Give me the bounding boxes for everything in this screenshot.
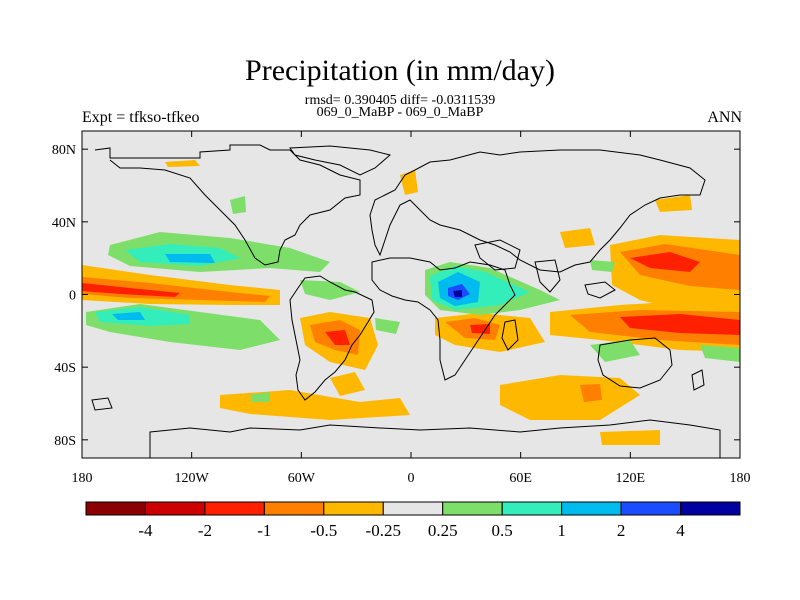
experiment-label: Expt = tfkso-tfkeo: [82, 109, 200, 126]
central-africa-peak: [453, 290, 462, 297]
negative-anomaly-fields: [82, 160, 740, 445]
season-label: ANN: [707, 109, 742, 126]
arabia-coast: [474, 239, 521, 271]
southern-indian-ocean-core: [580, 384, 602, 402]
y-tick-label: 0: [69, 289, 76, 304]
southern-africa-peak: [470, 324, 490, 334]
australia-coast: [597, 337, 673, 389]
x-tick-label: 120W: [175, 471, 210, 486]
south-pacific-east-increase: [700, 345, 740, 362]
maritime-continent-coast: [584, 281, 616, 299]
x-tick-label: 60W: [288, 471, 316, 486]
west-pacific-edge: [560, 228, 595, 248]
colorbar-swatch: [501, 501, 563, 516]
coastlines: [91, 144, 721, 458]
colorbar-label: -0.25: [366, 521, 401, 540]
colorbar-label: 4: [676, 521, 685, 540]
colorbar-label: -4: [138, 521, 153, 540]
colorbar-swatch: [442, 501, 503, 516]
south-america-east-increase: [375, 318, 400, 334]
y-tick-label: 40N: [52, 216, 76, 231]
spcz-peak: [620, 314, 740, 335]
pacific-island-coast: [91, 397, 113, 411]
south-atlantic-patch: [330, 372, 365, 396]
x-tick-label: 60E: [509, 471, 532, 486]
x-tick-label: 180: [72, 471, 93, 486]
indian-ocean-south-patch: [600, 430, 660, 445]
west-pacific-increase: [590, 260, 615, 272]
southern-ocean-increase: [250, 392, 270, 402]
colorbar-swatch: [263, 501, 325, 516]
y-tick-label: 40S: [54, 361, 76, 376]
y-tick-label: 80S: [54, 434, 76, 449]
north-pacific-patch: [165, 160, 200, 167]
y-axis: 80N 40N 0 40S 80S: [52, 143, 740, 449]
eurasia-coast: [369, 149, 706, 273]
positive-anomaly-fields: [86, 196, 740, 402]
x-tick-label: 120E: [616, 471, 646, 486]
case-line: 069_0_MaBP - 069_0_MaBP: [316, 105, 484, 120]
colorbar-label: -1: [257, 521, 271, 540]
colorbar-swatch: [204, 501, 265, 516]
colorbar-label: 1: [557, 521, 566, 540]
x-axis: 180 120W 60W 0 60E 120E 180: [72, 131, 751, 486]
stats-line: rmsd= 0.390405 diff= -0.0311539: [304, 93, 496, 108]
colorbar-label: 0.5: [492, 521, 513, 540]
south-america-coast: [289, 275, 375, 401]
north-america-coast: [94, 144, 361, 266]
colorbar-swatch: [144, 501, 206, 516]
x-tick-label: 180: [730, 471, 751, 486]
antarctica-coast: [149, 419, 721, 458]
equatorial-pacific-peak: [82, 283, 180, 297]
greenland-coast: [289, 145, 392, 176]
maritime-continent-peak: [630, 252, 700, 272]
australia-increase: [590, 340, 640, 362]
south-pacific-peak: [112, 312, 145, 320]
atlantic-increase: [300, 280, 360, 300]
madagascar-coast: [501, 319, 519, 351]
colorbar: -4 -2 -1 -0.5 -0.25 0.25 0.5 1 2 4: [85, 501, 741, 540]
colorbar-label: -0.5: [310, 521, 337, 540]
north-pacific-itcz-peak: [165, 254, 215, 263]
north-atlantic-patch: [230, 196, 246, 214]
colorbar-label: 0.25: [428, 521, 458, 540]
colorbar-label: -2: [198, 521, 212, 540]
colorbar-swatch: [323, 501, 384, 516]
x-tick-label: 0: [408, 471, 415, 486]
y-tick-label: 80N: [52, 143, 76, 158]
south-america-peak: [325, 330, 350, 345]
colorbar-label: 2: [617, 521, 626, 540]
india-coast: [534, 259, 561, 293]
northeast-pacific-patch: [655, 195, 692, 212]
new-zealand-coast: [691, 369, 705, 391]
colorbar-swatch: [85, 501, 146, 516]
map-area: [82, 131, 740, 458]
chart-title: Precipitation (in mm/day): [245, 54, 555, 87]
colorbar-swatch: [382, 501, 444, 516]
colorbar-swatch: [680, 501, 741, 516]
southern-indian-ocean-decrease: [500, 375, 640, 420]
equatorial-pacific-core: [82, 277, 270, 302]
colorbar-swatch: [561, 501, 622, 516]
africa-coast: [371, 257, 516, 381]
colorbar-swatch: [620, 501, 682, 516]
